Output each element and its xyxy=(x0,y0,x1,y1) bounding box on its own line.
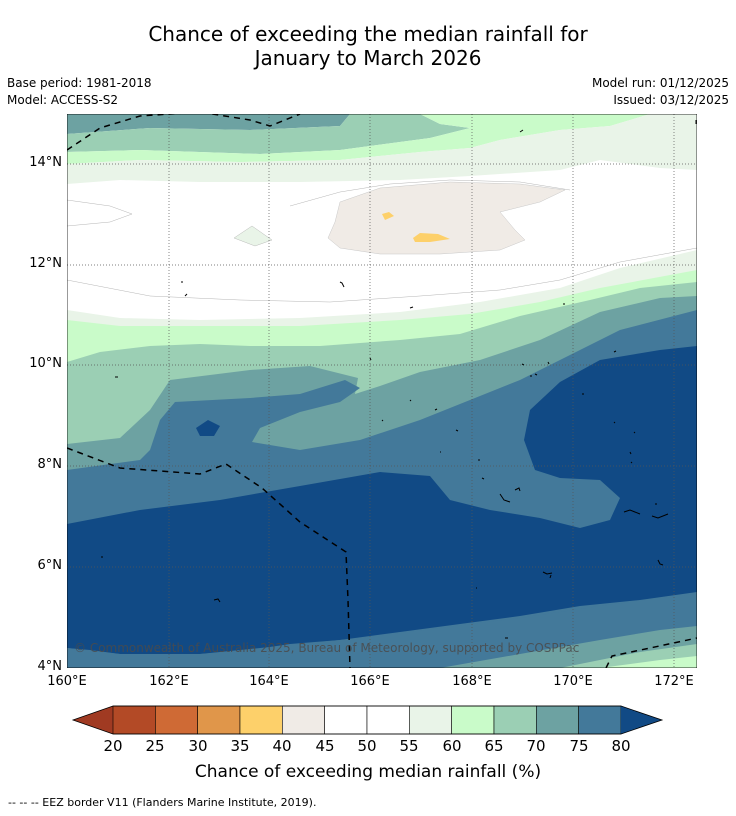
colorbar-tick-label: 45 xyxy=(315,737,335,755)
band-35-spot-b xyxy=(382,212,394,220)
eez-border-note: -- -- -- EEZ border V11 (Flanders Marine… xyxy=(8,796,317,809)
colorbar-tick-label: 50 xyxy=(357,737,377,755)
colorbar-tick-label: 25 xyxy=(145,737,165,755)
contour-lines xyxy=(67,179,697,303)
base-period: Base period: 1981-2018 xyxy=(7,76,152,90)
colorbar-cell xyxy=(451,705,495,735)
band-60-islet xyxy=(233,225,273,247)
colorbar-tick-label: 75 xyxy=(569,737,589,755)
colorbar-tick-label: 65 xyxy=(484,737,504,755)
colorbar-cell xyxy=(493,705,537,735)
colorbar-tick-label: 30 xyxy=(188,737,208,755)
colorbar-tick-label: 60 xyxy=(442,737,462,755)
colorbar-under-arrow xyxy=(73,706,113,734)
forecast-map xyxy=(67,114,697,668)
x-tick-label: 162°E xyxy=(149,674,189,689)
title-line-2: January to March 2026 xyxy=(254,46,482,70)
x-tick-label: 166°E xyxy=(350,674,390,689)
colorbar-cell xyxy=(409,705,452,735)
colorbar-over-arrow xyxy=(621,706,662,734)
band-40-45-center xyxy=(327,181,566,255)
y-tick-label: 6°N xyxy=(37,558,63,573)
colorbar-cell xyxy=(536,705,579,735)
x-tick-label: 172°E xyxy=(654,674,694,689)
band-65-bottom xyxy=(600,656,697,668)
copyright-notice: © Commonwealth of Australia 2025, Bureau… xyxy=(74,641,580,655)
eez-border-lines xyxy=(67,114,697,668)
colorbar-tick-label: 55 xyxy=(399,737,419,755)
y-tick-label: 12°N xyxy=(29,256,62,271)
colorbar-cell xyxy=(324,705,368,735)
colorbar-cell xyxy=(112,705,156,735)
x-tick-label: 168°E xyxy=(452,674,492,689)
colorbar-tick-label: 80 xyxy=(611,737,631,755)
band-65-north xyxy=(67,114,650,164)
colorbar-cell xyxy=(197,705,241,735)
y-tick-label: 4°N xyxy=(37,659,63,674)
y-tick-label: 8°N xyxy=(37,457,63,472)
colorbar-tick-label: 35 xyxy=(230,737,250,755)
colorbar-cell xyxy=(366,705,410,735)
band-gt80-south xyxy=(67,346,697,656)
band-70-north xyxy=(67,114,470,154)
x-tick-label: 164°E xyxy=(249,674,289,689)
colorbar-tick-label: 40 xyxy=(272,737,292,755)
colorbar-tick-label: 20 xyxy=(103,737,123,755)
y-tick-label: 14°N xyxy=(29,155,62,170)
band-80-bottom xyxy=(67,594,697,668)
x-tick-label: 160°E xyxy=(47,674,87,689)
band-75-north xyxy=(67,114,350,134)
colorbar-cell xyxy=(155,705,198,735)
model-name: Model: ACCESS-S2 xyxy=(7,93,119,107)
model-run: Model run: 01/12/2025 xyxy=(591,76,729,90)
colorbar xyxy=(71,705,664,735)
colorbar-tick-label: 70 xyxy=(526,737,546,755)
gridlines xyxy=(67,114,697,668)
colorbar-cell xyxy=(239,705,283,735)
colorbar-cell xyxy=(282,705,325,735)
issued-date: Issued: 03/12/2025 xyxy=(613,93,729,107)
band-35-spot-a xyxy=(413,233,450,242)
island-outlines xyxy=(101,120,697,639)
x-tick-label: 170°E xyxy=(553,674,593,689)
band-gt80-blob xyxy=(196,420,220,436)
title-line-1: Chance of exceeding the median rainfall … xyxy=(148,22,588,46)
y-tick-label: 10°N xyxy=(29,356,62,371)
colorbar-title: Chance of exceeding median rainfall (%) xyxy=(194,762,542,782)
colorbar-cell xyxy=(578,705,622,735)
band-60-north xyxy=(67,114,697,184)
